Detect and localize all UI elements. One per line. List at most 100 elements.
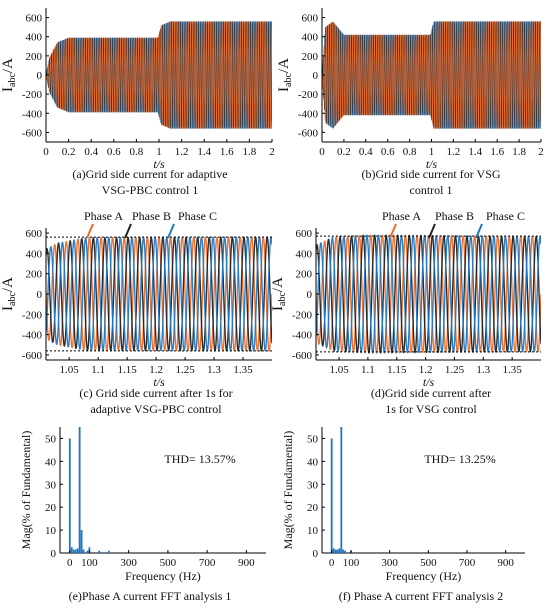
x-tick-label-f: 500	[420, 557, 437, 569]
x-tick-label-f: 700	[459, 557, 476, 569]
caption-c-line-1: (c) Grid side current after 1s for	[79, 386, 232, 400]
x-tick-label-d: 1.3	[476, 364, 490, 376]
x-tick-label-d: 1.2	[419, 364, 433, 376]
series-line-a-3	[46, 21, 272, 129]
legend-pointer-d-3	[475, 223, 483, 239]
y-tick-label-d: 0	[307, 289, 313, 301]
x-tick-label-c: 1.25	[175, 364, 195, 376]
spectrum-bar-f	[344, 550, 347, 553]
y-tick-label-a: -400	[22, 108, 43, 120]
y-axis-label-e: Mag(% of Fundamental)	[19, 431, 33, 550]
y-axis-label-d: Iabc/A	[270, 277, 288, 311]
y-tick-label-b: -400	[298, 108, 319, 120]
y-tick-label-f: 0	[313, 548, 319, 560]
x-tick-label-e: 0	[67, 557, 73, 569]
x-tick-label-f: 300	[381, 557, 398, 569]
caption-f-line-1: (f) Phase A current FFT analysis 2	[339, 589, 503, 603]
plot-area-b	[322, 21, 541, 129]
spectrum-bar-e	[98, 550, 101, 553]
y-tick-label-f: 20	[307, 502, 319, 514]
legend-pointer-c-2	[124, 223, 132, 239]
y-tick-label-d: -400	[292, 330, 313, 342]
y-axis-label-c: Iabc/A	[0, 277, 18, 311]
x-tick-label-e: 100	[81, 557, 98, 569]
y-axis-label-main-b: I	[276, 87, 292, 92]
y-tick-label-c: 200	[26, 269, 43, 281]
x-tick-label-c: 1.1	[91, 364, 105, 376]
spectrum-bar-e	[72, 549, 75, 553]
y-tick-label-e: 20	[45, 502, 57, 514]
spectrum-bar-f	[330, 438, 333, 553]
y-tick-label-b: -200	[298, 89, 319, 101]
y-tick-label-f: 50	[307, 433, 319, 445]
y-tick-label-d: -200	[292, 309, 313, 321]
series-line-b-3	[322, 21, 541, 129]
y-axis-label-unit-c: /A	[0, 277, 16, 292]
plot-area-c	[46, 236, 272, 352]
y-tick-label-f: 40	[307, 456, 319, 468]
y-tick-label-b: 0	[313, 70, 319, 82]
x-axis-label-f: Frequency (Hz)	[386, 569, 462, 583]
spectrum-bar-f	[336, 549, 339, 553]
caption-b-line-1: (b)Grid side current for VSG	[361, 167, 500, 181]
y-tick-label-e: 10	[45, 525, 57, 537]
x-tick-label-e: 900	[238, 557, 255, 569]
y-tick-label-d: -600	[292, 350, 313, 362]
legend-pointer-d-2	[428, 223, 436, 239]
y-tick-label-b: 600	[302, 13, 319, 25]
caption-a-line-2: VSG-PBC control 1	[102, 183, 199, 197]
x-tick-label-a: 0	[43, 146, 49, 158]
x-tick-label-c: 1.2	[149, 364, 163, 376]
caption-b-line-2: control 1	[410, 183, 453, 197]
x-tick-label-b: 1.6	[490, 146, 504, 158]
x-tick-label-a: 2	[269, 146, 275, 158]
x-tick-label-d: 1.05	[329, 364, 349, 376]
y-tick-label-d: 600	[296, 228, 313, 240]
y-tick-label-e: 50	[45, 433, 57, 445]
x-tick-label-a: 1.6	[220, 146, 234, 158]
x-tick-label-a: 0.8	[130, 146, 144, 158]
x-tick-label-f: 0	[329, 557, 335, 569]
y-tick-label-a: -200	[22, 89, 43, 101]
x-tick-label-c: 1.05	[60, 364, 80, 376]
legend-label-c-3: Phase C	[178, 209, 217, 223]
spectrum-bar-e	[82, 549, 85, 553]
spectrum-bar-e	[68, 438, 71, 553]
y-tick-label-c: -600	[22, 350, 43, 362]
y-tick-label-e: 40	[45, 456, 57, 468]
y-tick-label-c: 0	[37, 289, 43, 301]
x-tick-label-b: 1	[429, 146, 435, 158]
spectrum-bar-f	[342, 549, 345, 553]
x-tick-label-b: 0.8	[403, 146, 417, 158]
x-tick-label-a: 0.2	[62, 146, 76, 158]
x-tick-label-e: 500	[160, 557, 177, 569]
spectrum-bar-f	[338, 548, 341, 553]
y-axis-label-unit-d: /A	[270, 277, 286, 292]
x-tick-label-d: 1.15	[387, 364, 407, 376]
plot-area-d	[316, 234, 541, 354]
y-axis-label-b: Iabc/A	[276, 58, 294, 92]
y-tick-label-b: 400	[302, 32, 319, 44]
series-line-b-2	[322, 21, 541, 129]
y-tick-label-d: 200	[296, 269, 313, 281]
caption-d-line-2: 1s for VSG control	[385, 402, 477, 416]
legend-pointer-c-1	[86, 223, 94, 239]
y-axis-label-sub-a: abc	[7, 73, 18, 87]
y-axis-label-sub-d: abc	[277, 292, 288, 306]
x-tick-label-a: 0.4	[84, 146, 98, 158]
y-axis-label-main-a: I	[0, 87, 16, 92]
panel-d: 600 400 200 0 -200 -400 -600 1.05 1.1 1.15 1.2 1.25…	[270, 209, 541, 389]
spectrum-bar-e	[74, 549, 77, 553]
x-tick-label-a: 1.4	[197, 146, 211, 158]
y-tick-label-e: 30	[45, 479, 57, 491]
x-tick-label-c: 1.15	[118, 364, 138, 376]
y-tick-label-c: 600	[26, 228, 43, 240]
x-tick-label-b: 0.6	[381, 146, 395, 158]
spectrum-bar-e	[76, 548, 79, 553]
series-line-d-phase-c	[316, 234, 541, 354]
legend-label-d-3: Phase C	[486, 209, 525, 223]
y-axis-label-main-c: I	[0, 306, 16, 311]
